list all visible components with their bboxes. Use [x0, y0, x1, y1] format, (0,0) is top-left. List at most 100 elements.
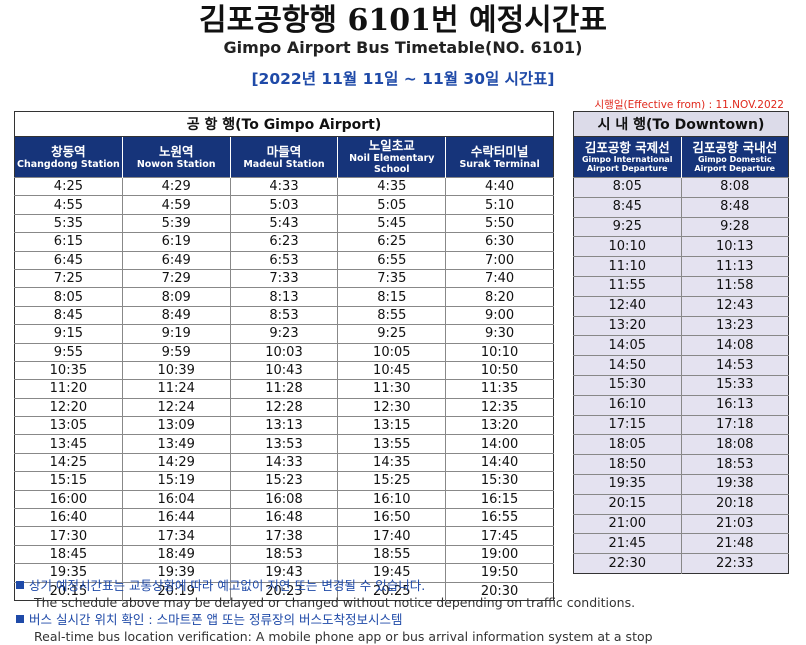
table-row: 11:55 11:58 — [573, 275, 789, 297]
time-cell: 10:35 — [14, 360, 123, 380]
time-cell: 16:15 — [445, 489, 554, 509]
time-cell: 10:03 — [229, 342, 338, 362]
time-cell: 17:38 — [229, 526, 338, 546]
time-cell: 14:33 — [229, 452, 338, 472]
time-cell: 16:10 — [573, 394, 681, 416]
airport-column-header: 마들역 Madeul Station — [229, 136, 338, 178]
time-cell: 11:35 — [445, 379, 554, 399]
table-row: 9:55 9:59 10:03 10:05 10:10 — [14, 342, 554, 362]
time-cell: 7:29 — [121, 268, 231, 288]
time-cell: 20:19 — [121, 581, 231, 601]
time-cell: 9:19 — [121, 324, 231, 344]
time-cell: 11:10 — [573, 256, 681, 277]
column-header-en: Gimpo International Airport Departure — [581, 154, 673, 174]
time-cell: 10:45 — [337, 360, 446, 380]
time-cell: 11:20 — [14, 379, 123, 399]
time-cell: 8:08 — [680, 177, 789, 198]
table-row: 17:15 17:18 — [573, 414, 789, 435]
time-cell: 11:58 — [680, 275, 789, 297]
time-cell: 14:05 — [573, 335, 681, 356]
time-cell: 13:15 — [337, 416, 446, 435]
downtown-column-header: 김포공항 국내선 Gimpo Domestic Airport Departure — [680, 136, 789, 178]
downtown-table-title: 시 내 행(To Downtown) — [573, 111, 789, 137]
time-cell: 16:04 — [121, 489, 231, 509]
time-cell: 8:48 — [680, 196, 789, 218]
time-cell: 4:40 — [445, 176, 554, 196]
time-cell: 13:45 — [14, 434, 123, 454]
table-row: 10:35 10:39 10:43 10:45 10:50 — [14, 360, 554, 380]
time-cell: 10:05 — [337, 342, 446, 362]
time-cell: 4:29 — [121, 176, 231, 196]
time-cell: 15:15 — [14, 471, 123, 491]
time-cell: 18:45 — [14, 544, 123, 564]
time-cell: 10:13 — [680, 236, 789, 257]
time-cell: 7:00 — [445, 250, 554, 270]
time-cell: 4:33 — [229, 176, 338, 196]
table-row: 13:45 13:49 13:53 13:55 14:00 — [14, 434, 554, 454]
schedule-period: [2022년 11월 11일 ~ 11월 30일 시간표] — [251, 70, 555, 88]
time-cell: 14:53 — [680, 355, 789, 376]
table-row: 12:40 12:43 — [573, 295, 789, 317]
time-cell: 4:59 — [121, 195, 231, 215]
downtown-timetable: 시 내 행(To Downtown) 김포공항 국제선 Gimpo Interna… — [573, 111, 789, 574]
column-header-en: Changdong Station — [17, 158, 120, 170]
table-row: 18:05 18:08 — [573, 434, 789, 455]
time-cell: 12:40 — [573, 295, 681, 317]
column-header-en: Nowon Station — [136, 158, 216, 170]
time-cell: 8:05 — [14, 287, 123, 307]
time-cell: 19:38 — [680, 473, 789, 495]
time-cell: 4:35 — [337, 176, 446, 196]
table-row: 18:45 18:49 18:53 18:55 19:00 — [14, 544, 554, 564]
table-row: 9:15 9:19 9:23 9:25 9:30 — [14, 324, 554, 344]
time-cell: 13:55 — [337, 434, 446, 454]
time-cell: 4:55 — [14, 195, 123, 215]
airport-column-header: 창동역 Changdong Station — [14, 136, 123, 178]
time-cell: 19:35 — [14, 563, 123, 583]
table-row: 21:00 21:03 — [573, 513, 789, 534]
column-header-en: Madeul Station — [243, 158, 325, 170]
time-cell: 6:19 — [121, 232, 231, 252]
time-cell: 16:55 — [445, 508, 554, 527]
time-cell: 11:28 — [229, 379, 338, 399]
time-cell: 8:09 — [121, 287, 231, 307]
table-row: 14:25 14:29 14:33 14:35 14:40 — [14, 452, 554, 472]
time-cell: 7:35 — [337, 268, 446, 288]
table-row: 21:45 21:48 — [573, 533, 789, 554]
time-cell: 6:15 — [14, 232, 123, 252]
time-cell: 17:40 — [337, 526, 446, 546]
time-cell: 13:23 — [680, 315, 789, 336]
time-cell: 16:08 — [229, 489, 338, 509]
time-cell: 9:55 — [14, 342, 123, 362]
table-row: 11:20 11:24 11:28 11:30 11:35 — [14, 379, 554, 399]
column-header-ko: 김포공항 국내선 — [692, 139, 778, 155]
table-row: 16:40 16:44 16:48 16:50 16:55 — [14, 508, 554, 527]
table-row: 20:15 20:18 — [573, 493, 789, 515]
airport-table-title: 공 항 행(To Gimpo Airport) — [14, 111, 554, 137]
time-cell: 9:59 — [121, 342, 231, 362]
time-cell: 9:28 — [680, 216, 789, 237]
time-cell: 16:48 — [229, 508, 338, 527]
time-cell: 9:25 — [337, 324, 446, 344]
table-row: 9:25 9:28 — [573, 216, 789, 237]
time-cell: 10:50 — [445, 360, 554, 380]
time-cell: 22:30 — [573, 553, 681, 574]
time-cell: 5:43 — [229, 213, 338, 233]
time-cell: 10:39 — [121, 360, 231, 380]
time-cell: 5:03 — [229, 195, 338, 215]
page-title: 김포공항행 6101번 예정시간표 — [199, 3, 607, 38]
time-cell: 5:45 — [337, 213, 446, 233]
time-cell: 13:13 — [229, 416, 338, 435]
table-row: 7:25 7:29 7:33 7:35 7:40 — [14, 268, 554, 288]
page-subtitle: Gimpo Airport Bus Timetable(NO. 6101) — [223, 38, 583, 57]
time-cell: 17:30 — [14, 526, 123, 546]
table-row: 6:45 6:49 6:53 6:55 7:00 — [14, 250, 554, 270]
table-row: 12:20 12:24 12:28 12:30 12:35 — [14, 397, 554, 417]
table-row: 19:35 19:38 — [573, 473, 789, 495]
table-row: 20:15 20:19 20:23 20:25 20:30 — [14, 581, 554, 601]
time-cell: 9:30 — [445, 324, 554, 344]
time-cell: 13:09 — [121, 416, 231, 435]
time-cell: 17:18 — [680, 414, 789, 435]
table-row: 18:50 18:53 — [573, 454, 789, 475]
time-cell: 8:20 — [445, 287, 554, 307]
time-cell: 4:25 — [14, 176, 123, 196]
